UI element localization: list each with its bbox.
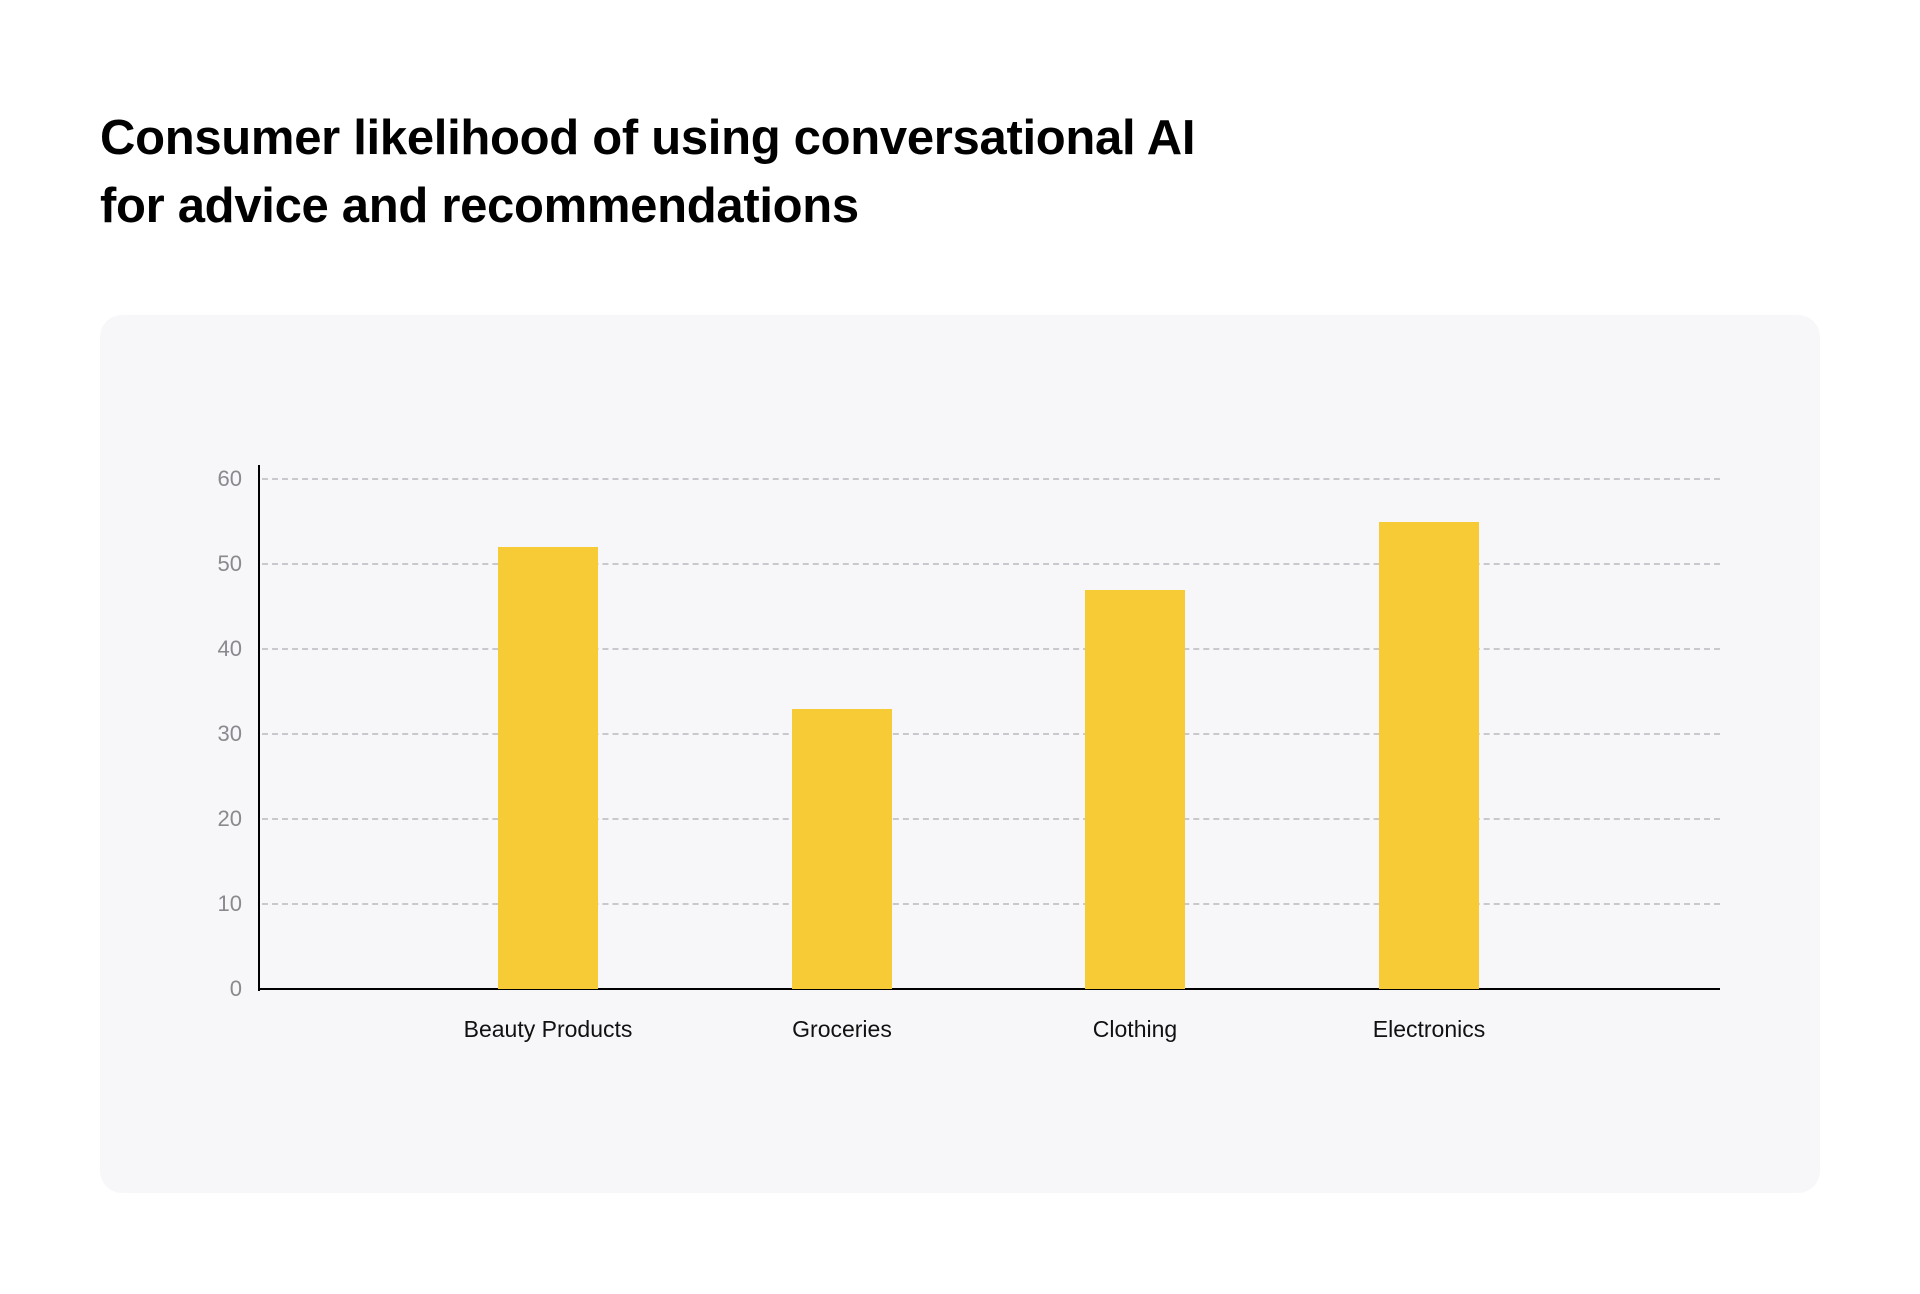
x-tick-label: Groceries	[792, 1016, 892, 1042]
y-tick-label: 40	[217, 636, 242, 661]
bar-groceries	[792, 708, 892, 989]
bar-electronics	[1379, 521, 1479, 989]
x-tick-label: Beauty Products	[463, 1016, 633, 1042]
gridline-60	[262, 478, 1720, 480]
y-tick-label: 50	[217, 551, 242, 576]
bar-beauty-products	[498, 547, 598, 989]
y-axis-line	[258, 465, 260, 991]
chart-title-line2: for advice and recommendations	[100, 179, 859, 233]
gridline-20	[262, 818, 1720, 820]
y-tick-label: 20	[217, 806, 242, 831]
chart-card	[100, 315, 1820, 1193]
y-tick-label: 0	[229, 976, 242, 1001]
chart-title: Consumer likelihood of using conversatio…	[100, 104, 1196, 240]
x-tick-label: Electronics	[1372, 1016, 1486, 1042]
chart-title-line1: Consumer likelihood of using conversatio…	[100, 111, 1196, 165]
bar-clothing	[1085, 589, 1185, 989]
y-tick-label: 30	[217, 721, 242, 746]
x-axis-line	[258, 988, 1720, 990]
gridline-10	[262, 903, 1720, 905]
gridline-30	[262, 733, 1720, 735]
gridline-40	[262, 648, 1720, 650]
y-tick-label: 10	[217, 891, 242, 916]
x-tick-label: Clothing	[1092, 1016, 1178, 1042]
y-tick-label: 60	[217, 466, 242, 491]
gridline-50	[262, 563, 1720, 565]
